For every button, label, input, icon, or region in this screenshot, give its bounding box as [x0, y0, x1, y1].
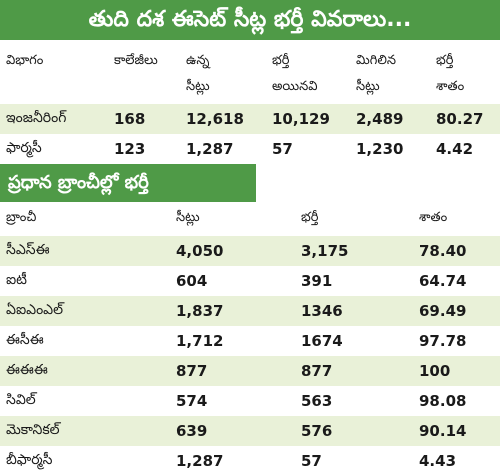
overview-header-row: విభాగం కాలేజీలు ఉన్న సీట్లు భర్తీ అయినవి మ… [0, 40, 500, 104]
table-cell: 12,618 [180, 104, 266, 134]
overview-header-cell: ఉన్న సీట్లు [186, 53, 210, 94]
section-title: ప్రధాన బ్రాంచీల్లో భర్తీ [0, 164, 256, 202]
table-cell: సీఎస్ఈ [0, 236, 170, 266]
table-cell: 100 [413, 356, 500, 386]
table-cell: 168 [108, 104, 180, 134]
table-cell: 69.49 [413, 296, 500, 326]
table-cell: 1,287 [170, 446, 295, 472]
table-cell: 1674 [295, 326, 413, 356]
table-cell: 97.78 [413, 326, 500, 356]
table-cell: ఏఐఎంఎల్ [0, 296, 170, 326]
table-cell: ఈసీఈ [0, 326, 170, 356]
table-cell: 64.74 [413, 266, 500, 296]
table-row: ఈఈఈ 877 877 100 [0, 356, 500, 386]
table-cell: 1,712 [170, 326, 295, 356]
table-cell: 877 [170, 356, 295, 386]
table-cell: 4.42 [430, 134, 500, 164]
table-row: ఏఐఎంఎల్ 1,837 1346 69.49 [0, 296, 500, 326]
overview-header-cell: భర్తీ అయినవి [272, 53, 318, 94]
branches-header-cell: బ్రాంచీ [0, 202, 170, 236]
overview-header-cell: కాలేజీలు [114, 53, 158, 68]
branches-table: బ్రాంచీ సీట్లు భర్తీ శాతం సీఎస్ఈ 4,050 3… [0, 202, 500, 472]
table-row: ఫార్మసీ 123 1,287 57 1,230 4.42 [0, 134, 500, 164]
table-cell: 123 [108, 134, 180, 164]
table-cell: 877 [295, 356, 413, 386]
table-row: ఐటీ 604 391 64.74 [0, 266, 500, 296]
table-cell: 1,837 [170, 296, 295, 326]
table-cell: సివిల్ [0, 386, 170, 416]
table-cell: 98.08 [413, 386, 500, 416]
overview-header-cell: విభాగం [6, 53, 44, 68]
table-row: సీఎస్ఈ 4,050 3,175 78.40 [0, 236, 500, 266]
table-cell: ఈఈఈ [0, 356, 170, 386]
table-cell: ఫార్మసీ [0, 134, 108, 164]
table-cell: 90.14 [413, 416, 500, 446]
table-cell: 80.27 [430, 104, 500, 134]
table-cell: 1,287 [180, 134, 266, 164]
overview-header-cell: మిగిలిన సీట్లు [356, 53, 396, 94]
table-cell: 563 [295, 386, 413, 416]
overview-header-cell: భర్తీ శాతం [436, 53, 465, 94]
table-row: ఈసీఈ 1,712 1674 97.78 [0, 326, 500, 356]
table-row: సివిల్ 574 563 98.08 [0, 386, 500, 416]
branches-header-row: బ్రాంచీ సీట్లు భర్తీ శాతం [0, 202, 500, 236]
table-cell: 10,129 [266, 104, 350, 134]
table-cell: 576 [295, 416, 413, 446]
table-cell: 1,230 [350, 134, 430, 164]
table-cell: 4,050 [170, 236, 295, 266]
table-cell: 574 [170, 386, 295, 416]
table-cell: 57 [266, 134, 350, 164]
table-row: మెకానికల్ 639 576 90.14 [0, 416, 500, 446]
table-cell: 639 [170, 416, 295, 446]
table-cell: 391 [295, 266, 413, 296]
table-cell: 1346 [295, 296, 413, 326]
table-row: బీఫార్మసీ 1,287 57 4.43 [0, 446, 500, 472]
table-cell: 4.43 [413, 446, 500, 472]
table-cell: మెకానికల్ [0, 416, 170, 446]
table-cell: 604 [170, 266, 295, 296]
table-cell: 78.40 [413, 236, 500, 266]
table-cell: 57 [295, 446, 413, 472]
table-cell: 2,489 [350, 104, 430, 134]
table-cell: బీఫార్మసీ [0, 446, 170, 472]
table-cell: 3,175 [295, 236, 413, 266]
page-title: తుది దశ ఈసెట్ సీట్ల భర్తీ వివరాలు... [0, 0, 500, 40]
table-cell: ఐటీ [0, 266, 170, 296]
table-row: ఇంజనీరింగ్ 168 12,618 10,129 2,489 80.27 [0, 104, 500, 134]
branches-section-header: ప్రధాన బ్రాంచీల్లో భర్తీ [0, 164, 500, 202]
branches-header-cell: సీట్లు [170, 202, 295, 236]
branches-header-cell: శాతం [413, 202, 500, 236]
table-cell: ఇంజనీరింగ్ [0, 104, 108, 134]
overview-table: విభాగం కాలేజీలు ఉన్న సీట్లు భర్తీ అయినవి మ… [0, 40, 500, 164]
branches-header-cell: భర్తీ [295, 202, 413, 236]
